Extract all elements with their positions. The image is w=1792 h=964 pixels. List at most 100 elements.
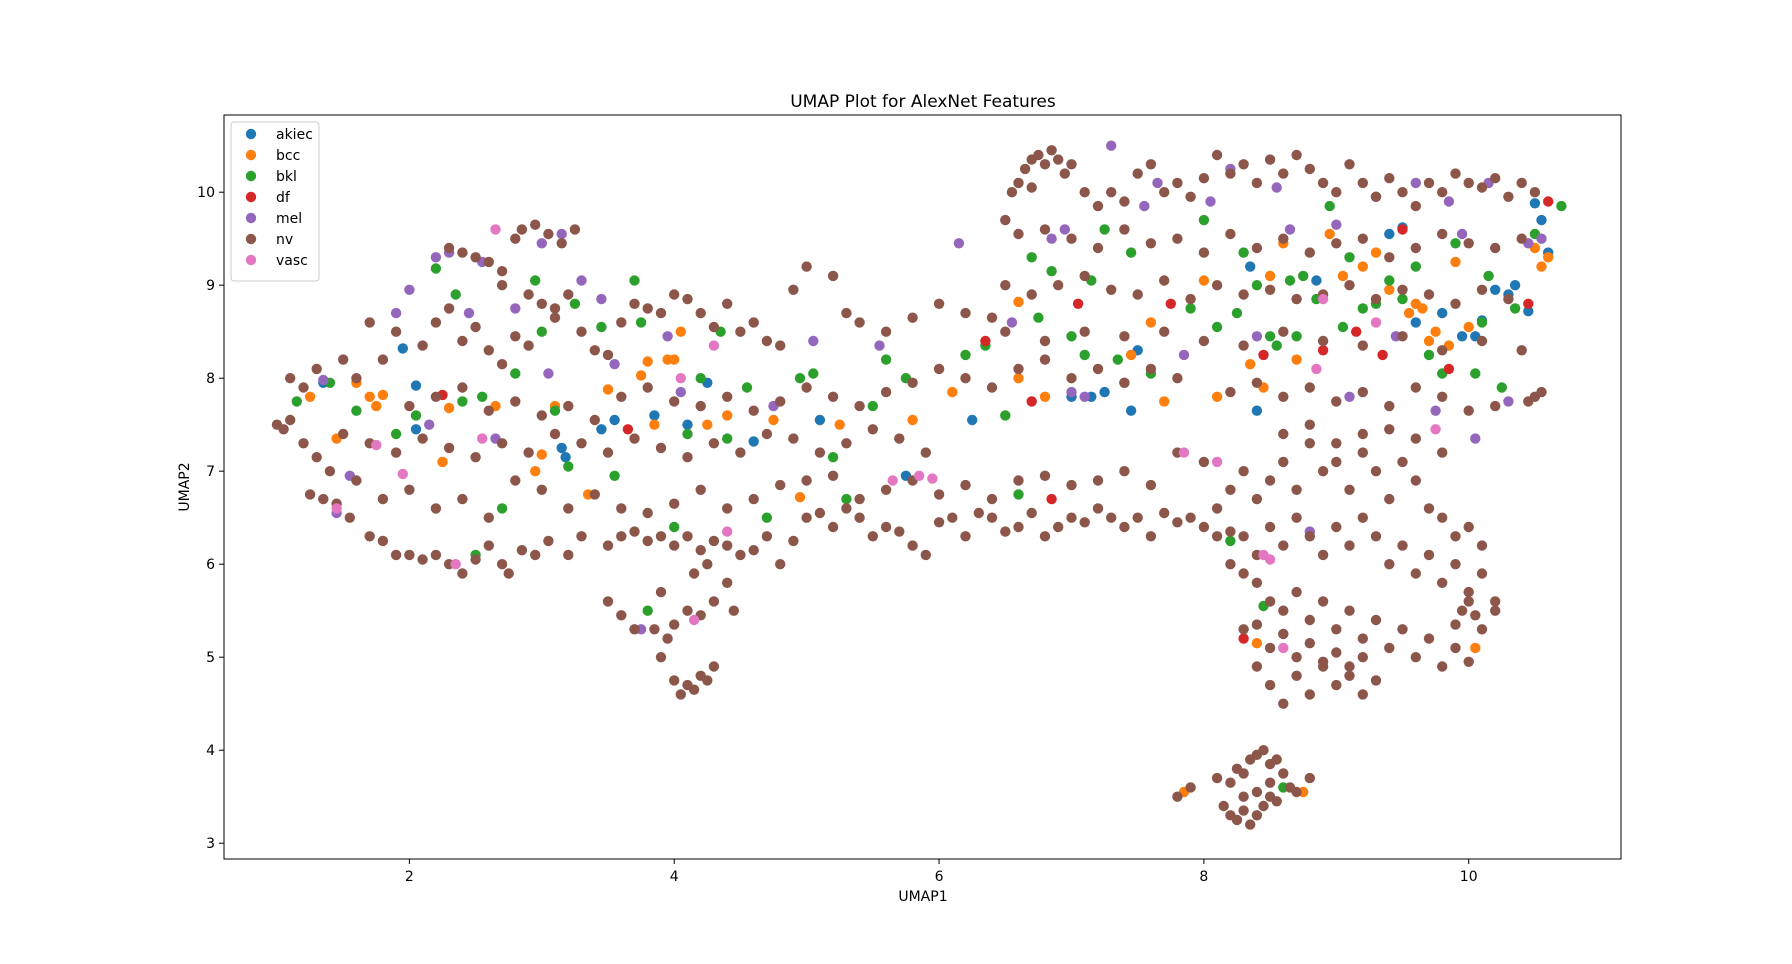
point-nv [1331,647,1342,658]
point-nv [708,535,720,547]
point-bkl [291,396,302,407]
point-akiec [748,436,759,447]
point-bkl [536,326,547,337]
point-bkl [1125,247,1137,258]
point-nv [311,363,322,375]
point-nv [1476,284,1488,295]
y-axis: 3 4 5 6 7 8 9 10 [197,185,224,852]
point-nv [669,396,680,407]
point-bcc [1370,247,1382,258]
point-nv [1092,363,1104,375]
point-nv [1251,577,1263,588]
point-bkl [457,396,468,407]
point-mel [1152,177,1163,189]
point-nv [1185,782,1196,793]
point-nv [311,452,322,463]
point-nv [1198,335,1210,347]
point-nv [443,303,455,314]
point-nv [735,549,746,561]
point-nv [655,531,667,542]
point-nv [1172,373,1183,384]
point-nv [1238,791,1249,802]
point-nv [576,438,587,449]
point-nv [1238,568,1249,579]
point-mel [662,331,673,342]
point-nv [775,559,786,570]
point-nv [430,391,442,402]
point-bcc [1470,642,1481,654]
point-nv [1476,624,1488,635]
point-nv [1331,456,1342,468]
legend-marker-bkl [245,170,257,182]
point-nv [1053,154,1064,165]
point-nv [1172,517,1183,528]
point-nv [1119,377,1130,388]
point-nv [675,689,686,700]
point-nv [1066,159,1077,170]
point-nv [761,335,773,347]
legend-marker-akiec [245,128,257,140]
point-nv [708,321,720,333]
point-nv [880,521,892,533]
point-nv [1238,159,1249,170]
point-nv [933,489,945,500]
point-nv [602,349,614,361]
point-nv [1211,149,1223,161]
point-bkl [1470,368,1481,379]
point-nv [933,363,945,375]
point-nv [1344,605,1355,616]
point-nv [1172,233,1183,244]
point-nv [496,559,508,570]
point-nv [1145,479,1157,491]
point-mel [675,386,686,398]
point-nv [880,326,892,337]
point-nv [642,303,653,314]
point-nv [1317,549,1329,561]
point-nv [1000,526,1011,537]
point-nv [510,396,521,407]
legend-label-bkl: bkl [276,169,297,185]
point-nv [324,466,336,477]
point-nv [1357,177,1369,189]
point-nv [1384,559,1395,570]
point-nv [695,307,706,319]
point-vasc [1278,642,1289,654]
point-bcc [1251,638,1263,649]
point-nv [682,531,693,542]
point-nv [285,414,296,426]
y-tick-label: 9 [206,278,215,294]
point-nv [702,559,713,570]
point-nv [404,400,415,412]
point-nv [1185,293,1196,305]
point-nv [1397,540,1408,551]
point-nv [1291,786,1302,798]
point-nv [576,326,587,337]
point-nv [1331,624,1342,635]
point-vasc [371,439,382,451]
point-bkl [1251,280,1263,291]
point-nv [1172,791,1183,802]
point-nv [748,405,759,416]
x-tick-label: 6 [935,869,944,885]
point-nv [1278,628,1289,640]
point-nv [1503,293,1514,305]
point-bcc [649,419,660,430]
legend-label-vasc: vasc [276,253,308,269]
point-vasc [914,470,925,481]
point-nv [841,438,852,449]
y-tick-label: 6 [206,557,215,573]
point-bkl [549,405,561,416]
point-nv [516,224,528,235]
point-nv [1079,270,1090,282]
point-bkl [1397,293,1408,305]
point-nv [1026,507,1037,519]
point-nv [1304,438,1316,449]
point-nv [1304,247,1316,258]
point-nv [483,405,494,416]
point-nv [1238,340,1249,351]
point-nv [1264,642,1276,654]
point-nv [351,373,362,384]
point-nv [1437,391,1448,402]
